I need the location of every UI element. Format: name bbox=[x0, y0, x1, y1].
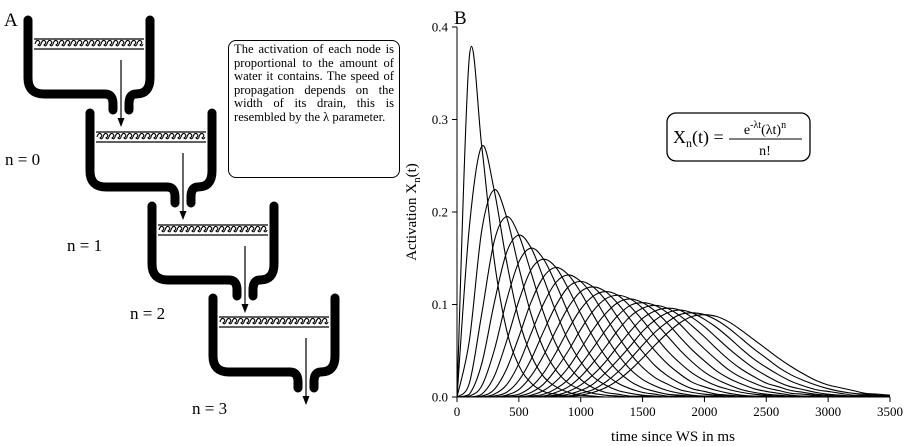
formula-numerator: e-λt(λt)n bbox=[744, 120, 786, 138]
panel-label: B bbox=[454, 8, 467, 29]
activation-curve bbox=[457, 266, 890, 398]
y-tick-label: 0.3 bbox=[432, 112, 448, 127]
x-tick-label: 3500 bbox=[877, 404, 903, 419]
tank bbox=[23, 15, 155, 127]
formula-frame bbox=[666, 112, 811, 162]
description-box: The activation of each node is proportio… bbox=[228, 40, 400, 178]
tank-wall bbox=[124, 15, 155, 115]
activation-curve bbox=[457, 314, 891, 398]
tank-wall bbox=[208, 293, 303, 393]
activation-curve bbox=[456, 247, 890, 398]
formula-lhs: Xn(t) = bbox=[673, 127, 724, 150]
stage-label: n = 3 bbox=[192, 399, 227, 418]
formula-part: (λt) bbox=[761, 123, 781, 138]
x-tick-label: 3000 bbox=[815, 404, 841, 419]
y-axis-label: Activation Xn(t) bbox=[404, 163, 423, 261]
arrow-head bbox=[179, 211, 187, 220]
tank bbox=[85, 108, 217, 220]
tank-wall bbox=[147, 201, 242, 301]
formula-part: X bbox=[673, 127, 686, 147]
stage-label: n = 0 bbox=[5, 150, 40, 169]
tank bbox=[147, 201, 279, 313]
activation-curve bbox=[457, 298, 890, 398]
formula-part: e bbox=[744, 123, 750, 138]
x-tick-label: 2000 bbox=[691, 404, 717, 419]
activation-curve bbox=[456, 145, 890, 398]
tank-wall bbox=[186, 108, 217, 208]
activation-curve bbox=[456, 234, 890, 398]
y-tick-label: 0.1 bbox=[432, 297, 448, 312]
formula-part: n bbox=[686, 136, 692, 150]
arrow-head bbox=[302, 396, 310, 405]
y-tick-label: 0.2 bbox=[432, 205, 448, 220]
activation-curve bbox=[457, 294, 890, 398]
activation-curve bbox=[457, 302, 890, 398]
tank-wall bbox=[23, 15, 118, 115]
activation-curve bbox=[457, 280, 890, 398]
y-tick-label: 0.0 bbox=[432, 390, 448, 405]
water-wave bbox=[158, 225, 268, 233]
x-tick-label: 500 bbox=[509, 404, 529, 419]
activation-curve bbox=[457, 286, 890, 398]
x-tick-label: 0 bbox=[454, 404, 461, 419]
y-axis-label-text: Activation X bbox=[404, 183, 420, 261]
formula-part: n bbox=[781, 120, 786, 131]
x-tick-label: 2500 bbox=[753, 404, 779, 419]
activation-curve bbox=[456, 46, 890, 398]
water-wave bbox=[219, 317, 329, 325]
panel-label: A bbox=[4, 10, 18, 31]
formula-box: Xn(t) = e-λt(λt)n n! bbox=[666, 112, 811, 162]
x-tick-label: 1000 bbox=[568, 404, 594, 419]
formula-part: (t) = bbox=[692, 127, 724, 148]
formula-denominator: n! bbox=[759, 144, 771, 159]
tank bbox=[208, 293, 340, 405]
x-tick-label: 1500 bbox=[630, 404, 656, 419]
stage-label: n = 2 bbox=[130, 304, 165, 323]
tank-diagram: n = 0 n = 1 n = 2 n = 3 bbox=[5, 15, 340, 418]
tank-wall bbox=[309, 293, 340, 393]
y-axis-label-tail: (t) bbox=[404, 163, 420, 177]
activation-curve bbox=[457, 304, 890, 398]
stage-label: n = 1 bbox=[67, 236, 102, 255]
tank-wall bbox=[85, 108, 180, 208]
activation-curve bbox=[456, 216, 890, 398]
plot: 0.0 0.1 0.2 0.3 0.4 0 500 1000 1500 2000 2500 3000 3… bbox=[432, 20, 903, 420]
activation-curve bbox=[457, 290, 890, 398]
y-tick-label: 0.4 bbox=[432, 20, 449, 35]
tank-wall bbox=[248, 201, 279, 301]
y-axis-label-sub: n bbox=[411, 177, 423, 183]
water-wave bbox=[96, 132, 206, 140]
arrow-head bbox=[117, 118, 125, 127]
arrow-head bbox=[241, 304, 249, 313]
x-axis-label: time since WS in ms bbox=[611, 429, 735, 445]
formula-part: -λt bbox=[750, 120, 761, 131]
water-wave bbox=[34, 39, 144, 47]
